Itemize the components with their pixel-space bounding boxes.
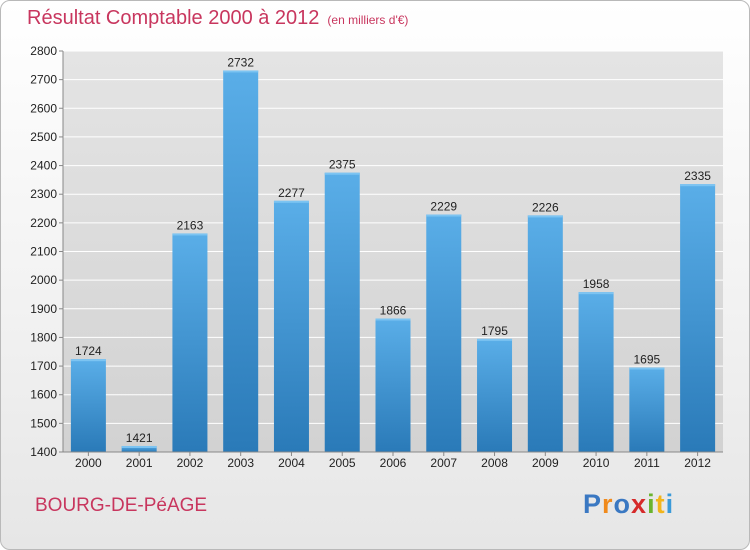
y-tick-label: 1400 (30, 445, 57, 459)
data-label: 2732 (227, 55, 254, 69)
data-label: 1695 (633, 353, 660, 367)
data-label: 1958 (583, 277, 610, 291)
chart-subtitle: (en milliers d'€) (327, 13, 409, 27)
data-label: 2375 (329, 158, 356, 172)
y-tick-label: 2700 (30, 73, 57, 87)
bar (172, 233, 208, 452)
y-tick-label: 1900 (30, 302, 57, 316)
bar (70, 359, 106, 452)
bar-highlight (121, 445, 157, 448)
bar-highlight (273, 200, 309, 203)
x-tick-label: 2001 (126, 456, 153, 470)
commune-name: BOURG-DE-PéAGE (35, 495, 208, 516)
logo-letter: i (647, 489, 656, 519)
y-tick-label: 1600 (30, 388, 57, 402)
bar (680, 184, 716, 453)
data-label: 1795 (481, 324, 508, 338)
x-tick-label: 2004 (278, 456, 305, 470)
bar-highlight (527, 215, 563, 218)
x-tick-label: 2007 (430, 456, 457, 470)
x-tick-label: 2012 (684, 456, 711, 470)
bar (324, 172, 360, 452)
data-label: 2226 (532, 200, 559, 214)
y-tick-label: 2100 (30, 245, 57, 259)
logo-letter: r (602, 489, 614, 519)
data-label: 2335 (684, 169, 711, 183)
y-tick-label: 1500 (30, 416, 57, 430)
y-tick-label: 2400 (30, 159, 57, 173)
data-label: 1421 (126, 431, 153, 445)
bar (375, 318, 411, 452)
bar (426, 214, 462, 452)
x-tick-label: 2006 (380, 456, 407, 470)
bar (223, 70, 259, 452)
y-tick-label: 2800 (30, 44, 57, 58)
x-tick-label: 2009 (532, 456, 559, 470)
y-tick-label: 2200 (30, 216, 57, 230)
y-tick-label: 2600 (30, 101, 57, 115)
chart-title-text: Résultat Comptable 2000 à 2012 (27, 7, 320, 29)
bar (629, 367, 665, 452)
y-tick-label: 1700 (30, 359, 57, 373)
logo-letter: x (631, 489, 648, 519)
y-tick-label: 1800 (30, 330, 57, 344)
x-tick-label: 2010 (583, 456, 610, 470)
bar (477, 338, 513, 452)
x-tick-label: 2011 (634, 456, 660, 470)
bar-highlight (578, 292, 614, 295)
proxiti-logo: Proxiti (583, 489, 674, 520)
x-tick-label: 2002 (177, 456, 204, 470)
x-tick-label: 2000 (75, 456, 102, 470)
bar (273, 200, 309, 452)
bar-highlight (375, 318, 411, 321)
bar-highlight (629, 367, 665, 370)
y-tick-label: 2000 (30, 273, 57, 287)
data-label: 2163 (177, 218, 204, 232)
chart-title: Résultat Comptable 2000 à 2012 (en millie… (27, 7, 408, 30)
data-label: 1866 (380, 304, 407, 318)
data-label: 1724 (75, 344, 102, 358)
bar-highlight (70, 359, 106, 362)
bar-highlight (426, 214, 462, 217)
bar (121, 445, 157, 452)
y-tick-label: 2300 (30, 187, 57, 201)
logo-letter: o (613, 489, 632, 519)
bar (578, 292, 614, 452)
logo-letter: P (583, 489, 603, 519)
bar (527, 215, 563, 452)
bar-highlight (477, 338, 513, 341)
y-tick-label: 2500 (30, 130, 57, 144)
logo-letter: i (665, 489, 675, 519)
x-tick-label: 2008 (481, 456, 508, 470)
data-label: 2277 (278, 186, 305, 200)
logo-letter: t (655, 489, 666, 519)
data-label: 2229 (430, 200, 457, 214)
bar-highlight (680, 184, 716, 187)
bar-highlight (172, 233, 208, 236)
bar-highlight (223, 70, 259, 73)
x-tick-label: 2005 (329, 456, 356, 470)
x-tick-label: 2003 (227, 456, 254, 470)
bar-highlight (324, 172, 360, 175)
